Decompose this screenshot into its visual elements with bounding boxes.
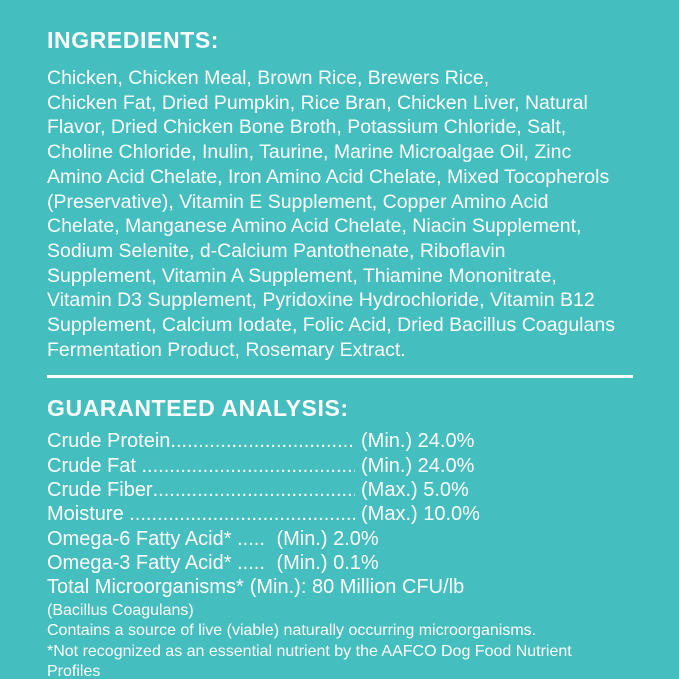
ingredients-line: Chicken, Chicken Meal, Brown Rice, Brewe…: [47, 67, 490, 89]
analysis-dot-leader: .....: [231, 527, 271, 550]
analysis-dot-leader: .....: [231, 551, 271, 574]
analysis-notes: (Bacillus Coagulans) Contains a source of…: [47, 601, 639, 679]
analysis-dot-leader: ........................................…: [129, 503, 355, 526]
analysis-label-leader: Crude Fat ..............................…: [47, 454, 355, 478]
ingredients-line: Chelate, Manganese Amino Acid Chelate, N…: [47, 215, 582, 238]
analysis-row: Total Microorganisms* (Min.): 80 Million …: [47, 575, 639, 599]
ingredients-line: Flavor, Dried Chicken Bone Broth, Potass…: [47, 116, 567, 139]
ingredients-heading: INGREDIENTS:: [47, 27, 220, 53]
ingredients-line: Fermentation Product, Rosemary Extract.: [47, 338, 406, 361]
analysis-label: Total Microorganisms*: [47, 576, 244, 599]
ingredients-text: Chicken, Chicken Meal, Brown Rice, Brewe…: [47, 66, 639, 362]
ingredients-line: Choline Chloride, Inulin, Taurine, Marin…: [47, 141, 572, 164]
guaranteed-analysis-section: GUARANTEED ANALYSIS: Crude Protein......…: [47, 395, 639, 679]
analysis-dot-leader: ........................................…: [170, 430, 355, 453]
analysis-label-leader: Moisture ...............................…: [47, 502, 355, 526]
analysis-row: Moisture ...............................…: [47, 502, 639, 526]
analysis-row: Crude Fiber.............................…: [47, 478, 639, 502]
analysis-label: Crude Protein: [47, 430, 171, 453]
analysis-row: Omega-6 Fatty Acid* ..... (Min.) 2.0%: [47, 527, 639, 551]
analysis-note: Profiles: [47, 663, 101, 679]
analysis-label-leader: Crude Fiber.............................…: [47, 478, 355, 502]
analysis-label: Omega-3 Fatty Acid*: [47, 551, 232, 574]
analysis-dot-leader: ........................................…: [152, 479, 355, 502]
analysis-value: (Min.) 24.0%: [361, 454, 475, 477]
analysis-value: (Min.) 24.0%: [361, 430, 475, 453]
analysis-label-leader: Crude Protein...........................…: [47, 429, 355, 453]
ingredients-line: Supplement, Calcium Iodate, Folic Acid, …: [47, 314, 615, 337]
ingredients-line: Amino Acid Chelate, Iron Amino Acid Chel…: [47, 165, 610, 188]
analysis-value: (Min.) 2.0%: [276, 527, 379, 550]
analysis-value: (Min.) 0.1%: [276, 551, 379, 574]
analysis-note: (Bacillus Coagulans): [47, 601, 194, 619]
section-divider: [47, 375, 633, 379]
analysis-value: (Max.) 5.0%: [361, 479, 469, 502]
ingredients-line: Chicken Fat, Dried Pumpkin, Rice Bran, C…: [47, 91, 588, 114]
guaranteed-analysis-heading: GUARANTEED ANALYSIS:: [47, 395, 349, 422]
ingredients-line: (Preservative), Vitamin E Supplement, Co…: [47, 190, 549, 213]
ingredients-line: Supplement, Vitamin A Supplement, Thiami…: [47, 264, 557, 287]
ingredients-section: INGREDIENTS: Chicken, Chicken Meal, Brow…: [47, 27, 639, 362]
ingredients-line: Sodium Selenite, d-Calcium Pantothenate,…: [47, 239, 506, 262]
analysis-label: Moisture: [47, 503, 130, 526]
analysis-label: Crude Fat: [47, 454, 142, 477]
analysis-rows: Crude Protein...........................…: [47, 429, 639, 599]
analysis-dot-leader: ........................................…: [141, 454, 355, 477]
analysis-note: *Not recognized as an essential nutrient…: [47, 642, 572, 660]
analysis-note: Contains a source of live (viable) natur…: [47, 622, 537, 640]
analysis-value: (Max.) 10.0%: [361, 503, 480, 526]
analysis-value: (Min.): 80 Million CFU/lb: [249, 576, 465, 599]
ingredients-line: Vitamin D3 Supplement, Pyridoxine Hydroc…: [47, 289, 595, 312]
analysis-row: Crude Protein...........................…: [47, 429, 639, 453]
analysis-row: Crude Fat ..............................…: [47, 454, 639, 478]
analysis-label: Omega-6 Fatty Acid*: [47, 527, 232, 550]
analysis-label: Crude Fiber: [47, 479, 153, 502]
analysis-row: Omega-3 Fatty Acid* ..... (Min.) 0.1%: [47, 551, 639, 575]
